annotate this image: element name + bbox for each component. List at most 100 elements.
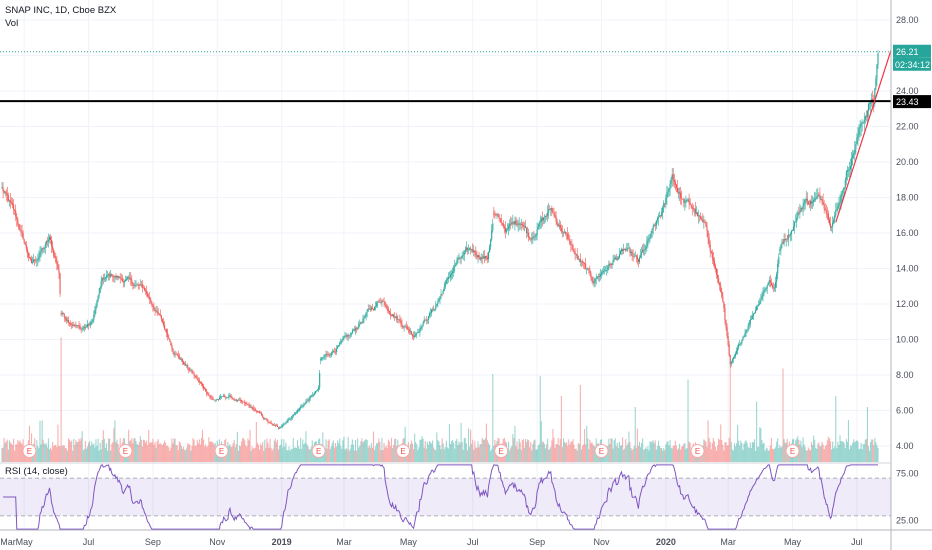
candle-body <box>210 397 212 398</box>
candle-body <box>68 322 71 324</box>
candle-body <box>281 426 283 428</box>
volume-bar <box>506 448 509 462</box>
volume-bar <box>70 441 72 462</box>
volume-bar <box>105 443 108 462</box>
candle-body <box>734 353 737 357</box>
candle-body <box>62 312 64 315</box>
candle-body <box>454 264 456 267</box>
volume-bar <box>85 448 87 462</box>
candle-body <box>356 328 358 329</box>
candle-body <box>333 351 336 352</box>
candle-body <box>740 343 742 344</box>
volume-bar <box>310 446 312 462</box>
rsi-tick-label: 25.00 <box>896 516 919 526</box>
candle-body <box>223 395 225 397</box>
candle-body <box>535 234 537 237</box>
volume-bar <box>622 437 624 462</box>
candle-body <box>82 328 84 329</box>
candle-body <box>327 354 329 356</box>
candle-body <box>551 208 553 213</box>
candle-body <box>320 359 322 361</box>
candle-body <box>247 404 249 405</box>
volume-bar <box>140 439 142 462</box>
candle-body <box>283 424 285 426</box>
volume-bar <box>182 446 185 462</box>
candle-body <box>318 387 320 390</box>
volume-bar <box>464 438 466 462</box>
volume-bar <box>383 442 385 462</box>
candle-body <box>190 370 192 372</box>
candle-body <box>2 187 4 192</box>
candle-body <box>341 340 343 342</box>
volume-bar <box>826 440 828 462</box>
volume-bar <box>744 441 746 462</box>
volume-bar <box>783 439 785 462</box>
volume-bar <box>738 440 740 462</box>
volume-bar <box>681 446 683 462</box>
candle-body <box>315 390 318 392</box>
candle-body <box>323 356 325 358</box>
candle-body <box>100 281 102 288</box>
volume-bar <box>77 442 79 462</box>
volume-bar <box>477 441 479 462</box>
volume-bar <box>450 443 452 462</box>
candle-body <box>494 214 496 216</box>
volume-bar <box>341 448 343 462</box>
candle-body <box>613 259 615 260</box>
volume-bar <box>149 442 151 462</box>
candle-body <box>669 183 671 189</box>
volume-bar <box>444 447 446 462</box>
candle-body <box>506 228 509 230</box>
volume-bar <box>850 445 852 462</box>
volume-bar <box>250 450 252 462</box>
candle-body <box>128 277 130 279</box>
volume-bar <box>833 448 835 462</box>
candle-body <box>181 359 184 362</box>
candle-body <box>163 324 166 329</box>
candle-body <box>655 220 657 226</box>
candle-body <box>365 312 367 316</box>
candle-body <box>711 252 713 258</box>
candle-body <box>120 277 122 279</box>
volume-bar <box>304 442 306 462</box>
volume-bar <box>273 440 275 462</box>
volume-bar <box>115 442 117 462</box>
volume-bar <box>508 441 510 462</box>
volume-bar <box>722 444 724 462</box>
candle-body <box>548 208 550 213</box>
volume-bar <box>766 447 768 462</box>
volume-bar <box>254 447 256 462</box>
candle-body <box>504 227 506 232</box>
volume-bar <box>578 443 580 462</box>
volume-bar <box>706 447 708 462</box>
volume-bar <box>546 444 548 462</box>
volume-bar <box>661 448 663 462</box>
volume-bar <box>536 449 538 462</box>
volume-bar <box>825 444 827 462</box>
volume-bar <box>14 450 16 462</box>
candle-body <box>231 397 233 399</box>
candle-body <box>106 275 109 276</box>
candle-body <box>338 345 340 347</box>
volume-bar <box>522 439 524 462</box>
candle-body <box>525 227 528 234</box>
candle-body <box>302 406 304 407</box>
volume-bar <box>856 440 858 462</box>
candle-body <box>252 407 254 410</box>
volume-bar <box>725 442 727 462</box>
volume-bar <box>456 438 458 462</box>
volume-bar <box>860 442 862 462</box>
time-tick-label: Mar <box>0 537 16 547</box>
candle-body <box>597 276 599 277</box>
volume-bar <box>688 441 690 462</box>
candle-body <box>848 169 851 170</box>
candle-body <box>766 285 768 289</box>
volume-bar <box>4 442 6 462</box>
volume-bar <box>12 445 14 462</box>
volume-bar <box>172 443 174 462</box>
volume-bar <box>23 450 25 462</box>
volume-bar <box>106 450 109 462</box>
candle-body <box>329 355 331 356</box>
volume-bar <box>80 437 82 462</box>
